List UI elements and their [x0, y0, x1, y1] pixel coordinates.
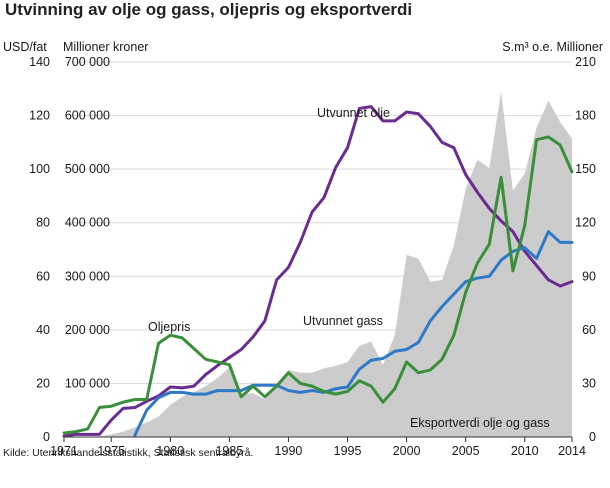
- annotation-oljepris: Oljepris: [148, 320, 190, 334]
- line-utvunnet-gass: [133, 230, 574, 437]
- tick-label-nok: 400 000: [65, 216, 110, 230]
- gridlines: [64, 61, 572, 384]
- annotation-eksportverdi: Eksportverdi olje og gass: [410, 416, 550, 430]
- tick-label-year: 1985: [215, 444, 243, 458]
- tick-label-usd: 0: [43, 430, 50, 444]
- tick-label-nok: 600 000: [65, 109, 110, 123]
- left-axis-header-usd: USD/fat: [3, 40, 47, 54]
- area-eksportverdi: [64, 91, 572, 438]
- y-axis-usd-ticks: 0 20 40 60 80 100 120 140: [29, 55, 50, 444]
- left-axis-header-nok: Millioner kroner: [63, 40, 148, 54]
- tick-label-nok: 100 000: [65, 376, 110, 390]
- tick-label-nok: 500 000: [65, 162, 110, 176]
- y-axis-nok-ticks: 100 000 200 000 300 000 400 000 500 000 600 0…: [65, 55, 110, 390]
- line-utvunnet-olje: [62, 105, 574, 438]
- y-axis-right-ticks: 0 30 60 90 120 150 180 210: [575, 55, 596, 444]
- tick-label-right: 120: [575, 216, 596, 230]
- x-axis-ticks: 1971 1975 1980 1985 1990 1995 2000 2005 2010 2014: [50, 437, 586, 458]
- export-value-area: [64, 91, 572, 438]
- tick-label-right: 180: [575, 109, 596, 123]
- tick-label-right: 0: [589, 430, 596, 444]
- tick-label-usd: 20: [36, 376, 50, 390]
- source-note: Kilde: Utenrikshandelsstatistikk, Statis…: [3, 447, 253, 459]
- chart-title: Utvinning av olje og gass, oljepris og e…: [5, 0, 412, 19]
- annotation-utvunnet-olje: Utvunnet olje: [317, 106, 390, 120]
- tick-label-year: 2014: [558, 444, 586, 458]
- tick-label-year: 2000: [393, 444, 421, 458]
- tick-label-right: 150: [575, 162, 596, 176]
- tick-label-nok: 200 000: [65, 323, 110, 337]
- tick-label-usd: 80: [36, 216, 50, 230]
- tick-label-nok: 300 000: [65, 269, 110, 283]
- tick-label-year: 1971: [50, 444, 78, 458]
- tick-label-right: 30: [582, 376, 596, 390]
- tick-label-usd: 40: [36, 323, 50, 337]
- tick-label-year: 1980: [156, 444, 184, 458]
- tick-label-usd: 100: [29, 162, 50, 176]
- tick-label-right: 90: [582, 269, 596, 283]
- line-oljepris: [62, 135, 574, 435]
- tick-label-year: 2005: [452, 444, 480, 458]
- tick-label-right: 60: [582, 323, 596, 337]
- tick-label-year: 2010: [511, 444, 539, 458]
- right-axis-header: S.m³ o.e. Millioner: [502, 40, 603, 54]
- tick-label-usd: 140: [29, 55, 50, 69]
- series-lines: [62, 105, 574, 438]
- tick-label-usd: 60: [36, 269, 50, 283]
- tick-label-usd: 120: [29, 109, 50, 123]
- tick-label-year: 1995: [334, 444, 362, 458]
- tick-label-nok: 700 000: [65, 55, 110, 69]
- tick-label-year: 1990: [275, 444, 303, 458]
- tick-label-right: 210: [575, 55, 596, 69]
- annotation-utvunnet-gass: Utvunnet gass: [303, 314, 383, 328]
- tick-label-year: 1975: [97, 444, 125, 458]
